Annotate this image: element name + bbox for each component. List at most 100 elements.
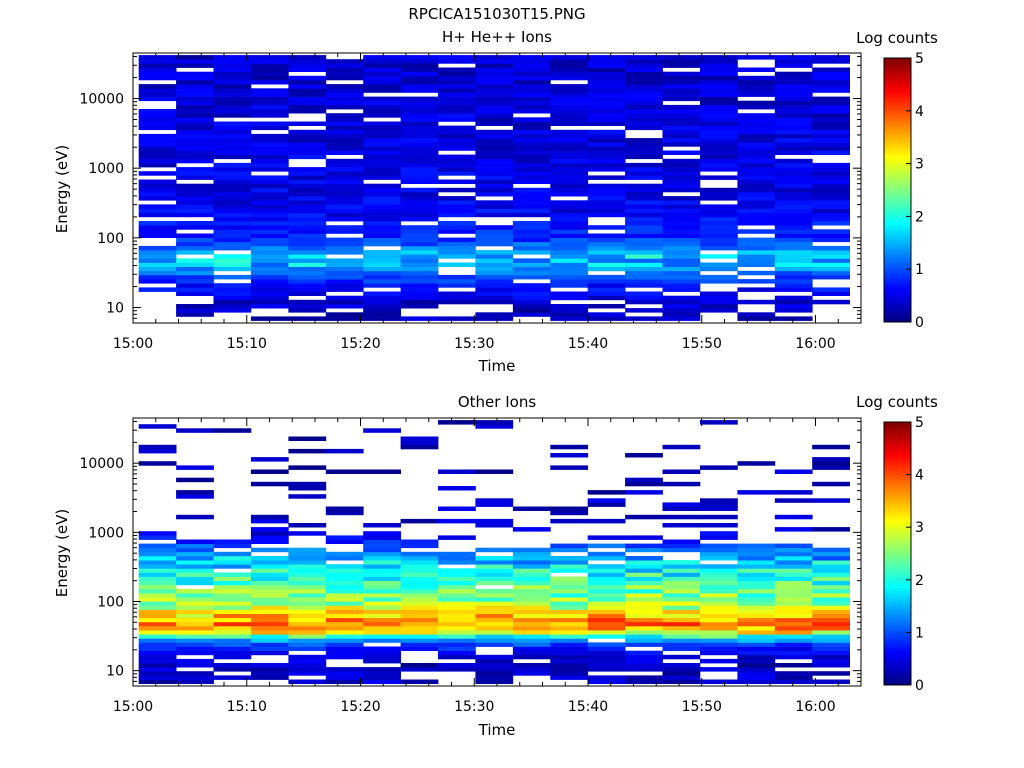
spectrogram-cell [550,605,589,610]
spectrogram-cell [213,84,252,89]
colorbar-step [884,216,911,220]
spectrogram-cell [812,179,850,184]
spectrogram-cell [250,518,289,524]
spectrogram-cell [288,262,327,267]
spectrogram-cell [400,146,439,151]
colorbar-step [884,500,911,505]
colorbar-step [884,629,911,633]
colorbar-step [884,640,911,644]
spectrogram-cell [138,162,177,168]
spectrogram-cell [475,208,514,214]
spectrogram-cell [587,63,626,68]
spectrogram-cell [587,59,626,64]
spectrogram-cell [363,580,401,586]
spectrogram-cell [138,133,177,139]
spectrogram-cell [288,183,327,189]
spectrogram-cell [250,580,289,586]
spectrogram-cell [138,642,177,647]
spectrogram-cell [250,291,289,296]
spectrogram-cell [662,142,701,147]
spectrogram-cell [438,71,476,77]
spectrogram-cell [176,225,214,230]
colorbar-step [884,208,911,212]
spectrogram-cell [325,469,364,474]
spectrogram-cells [138,420,850,684]
spectrogram-cell [812,650,850,656]
spectrogram-cell [400,262,439,267]
spectrogram-cell [774,663,813,668]
spectrogram-cell [812,88,850,93]
x-tick-label: 15:20 [340,699,380,715]
spectrogram-cell [812,498,850,503]
spectrogram-cell [138,266,177,272]
spectrogram-cell [475,229,514,234]
spectrogram-cell [774,196,813,201]
spectrogram-cell [138,63,177,68]
spectrogram-cell [625,208,663,214]
colorbar-step [884,427,911,431]
spectrogram-cell [363,142,401,147]
spectrogram-cell [475,80,514,85]
spectrogram-cell [288,588,327,594]
spectrogram-cell [138,254,177,259]
spectrogram-cell [400,642,439,647]
spectrogram-cell [325,266,364,272]
colorbar-step [884,537,911,541]
spectrogram-cell [213,564,252,569]
colorbar-step [884,595,911,599]
spectrogram-cell [250,650,289,656]
spectrogram-cell [662,258,701,263]
spectrogram-cell [625,241,663,247]
spectrogram-cell [176,208,214,214]
colorbar-step [884,94,911,99]
spectrogram-cell [288,63,327,68]
spectrogram-cell [625,283,663,288]
spectrogram-cell [662,630,701,635]
spectrogram-cell [774,233,813,238]
colorbar-step [884,240,911,244]
spectrogram-cell [625,204,663,209]
spectrogram-cell [138,593,177,598]
spectrogram-cell [700,646,738,651]
spectrogram-cell [475,588,514,594]
spectrogram-cell [400,80,439,85]
spectrogram-cell [512,593,551,598]
spectrogram-cell [438,138,476,143]
spectrogram-cell [138,113,177,118]
spectrogram-cell [138,667,177,672]
spectrogram-cell [812,175,850,180]
spectrogram-cell [325,584,364,590]
spectrogram-cell [550,59,589,64]
spectrogram-cell [550,642,589,647]
spectrogram-cell [288,167,327,172]
spectrogram-cell [213,183,252,189]
spectrogram-cell [700,104,738,110]
spectrogram-cell [550,67,589,72]
spectrogram-cell [176,59,214,64]
spectrogram-cell [400,225,439,230]
spectrogram-cell [475,133,514,139]
spectrogram-cell [250,183,289,189]
spectrogram-cell [700,291,738,296]
spectrogram-cell [250,100,289,106]
colorbar-step [884,558,911,562]
spectrogram-cell [550,444,589,450]
spectrogram-cell [700,601,738,606]
colorbar-step [884,89,911,93]
colorbar-step [884,669,911,673]
spectrogram-cell [662,63,701,68]
spectrogram-cell [138,424,177,429]
spectrogram-cell [587,490,626,495]
colorbar-step [884,616,911,620]
colorbar-step [884,579,911,583]
spectrogram-cell [176,142,214,147]
spectrogram-cell [774,121,813,126]
x-tick-label: 15:10 [227,699,267,715]
spectrogram-cell [700,295,738,301]
colorbar-step [884,158,911,162]
spectrogram-cell [700,241,738,247]
spectrogram-cell [737,667,776,672]
spectrogram-cell [475,312,514,317]
spectrogram-cell [774,192,813,197]
spectrogram-cell [250,121,289,126]
